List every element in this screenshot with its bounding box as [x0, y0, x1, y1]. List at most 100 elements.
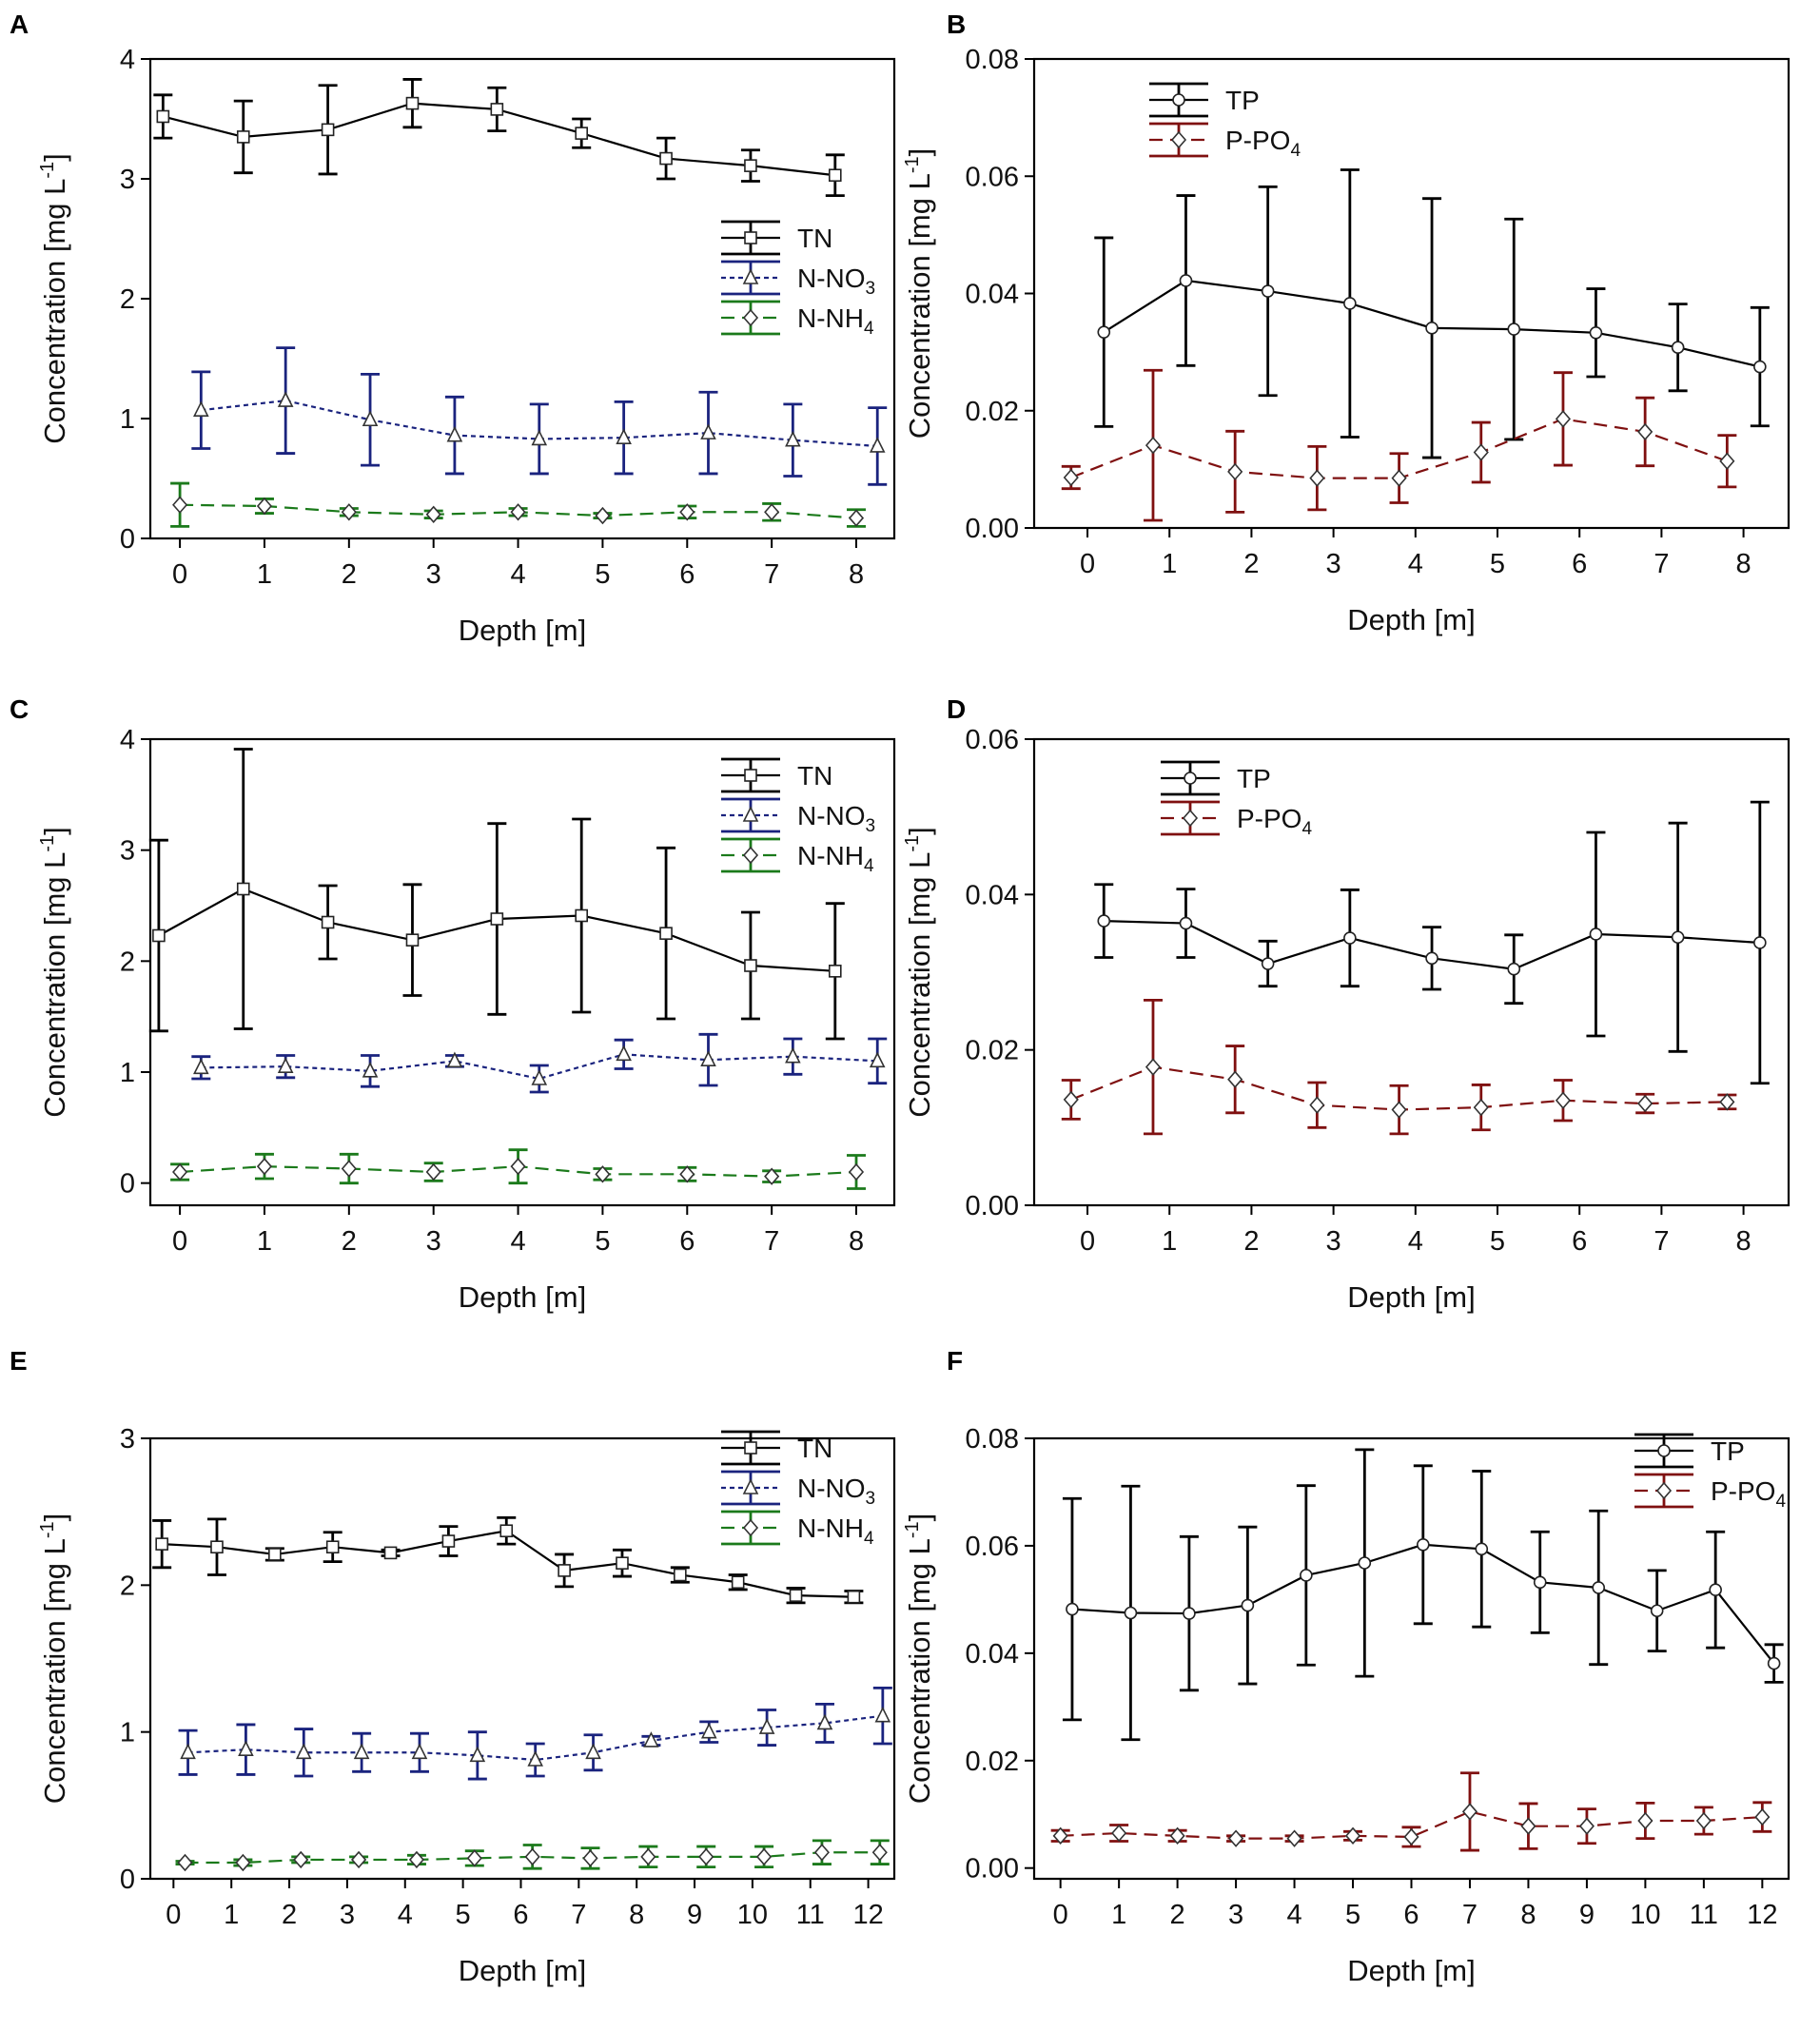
legend-label-sub: 4	[864, 856, 874, 876]
data-point	[871, 1844, 888, 1862]
legend-marker	[1172, 93, 1185, 107]
legend-marker	[742, 1518, 759, 1537]
data-point	[700, 1050, 716, 1066]
data-point	[446, 425, 463, 442]
series-tn	[153, 78, 845, 198]
data-point	[1719, 452, 1735, 470]
data-point	[411, 1743, 428, 1760]
data-point	[531, 1069, 548, 1085]
data-point	[1228, 1829, 1244, 1847]
y-tick-label: 0.04	[966, 280, 1019, 310]
legend: TP P-PO4	[1634, 1433, 1786, 1512]
x-tick-label: 5	[595, 1226, 610, 1257]
data-point	[321, 123, 335, 137]
x-tick-label: 2	[342, 559, 357, 590]
data-point	[236, 130, 250, 144]
series-p-po4	[1061, 999, 1737, 1136]
series-p-po4	[1061, 368, 1737, 522]
data-point	[785, 1046, 801, 1064]
data-point	[362, 1062, 379, 1078]
data-point	[524, 1847, 540, 1866]
plot-frame	[148, 57, 896, 540]
legend-label: TP	[1225, 86, 1260, 115]
y-tick-label: 0	[120, 1169, 135, 1200]
x-tick-label: 2	[1243, 1226, 1259, 1257]
panel-label: F	[947, 1346, 963, 1376]
x-tick-label: 7	[764, 1226, 779, 1257]
data-point	[531, 429, 548, 446]
data-point	[744, 959, 757, 972]
x-tick-label: 10	[1630, 1900, 1660, 1930]
y-axis-label-sup: -1	[37, 835, 58, 852]
data-point	[616, 1556, 629, 1570]
x-tick-label: 1	[1162, 549, 1177, 579]
series-tp	[1094, 168, 1770, 459]
data-point	[1416, 1537, 1430, 1552]
data-point	[1097, 325, 1111, 339]
y-axis-label-close: ]	[903, 827, 936, 835]
legend-marker	[744, 231, 757, 244]
data-point	[441, 1534, 456, 1548]
data-point	[1589, 928, 1603, 941]
x-tick-label: 12	[852, 1900, 883, 1930]
data-point	[1473, 1098, 1489, 1117]
y-tick-label: 0.02	[966, 1036, 1019, 1066]
legend-label: TP	[1237, 764, 1271, 793]
legend-label-base: N-NO	[797, 1474, 866, 1503]
series-n-nh4	[170, 1148, 867, 1190]
y-tick-label: 3	[120, 836, 135, 867]
data-point	[828, 965, 842, 978]
data-point	[1066, 1602, 1079, 1616]
x-tick-label: 1	[1162, 1226, 1177, 1257]
data-point	[1169, 1826, 1185, 1845]
data-point	[1753, 936, 1767, 949]
legend-label: TN	[797, 224, 832, 253]
data-point	[405, 933, 420, 947]
x-tick-label: 0	[172, 559, 187, 590]
y-axis-label-close: ]	[38, 153, 71, 162]
y-axis-label-base: Concentration [mg L	[38, 852, 71, 1118]
x-tick-label: 6	[1572, 549, 1587, 579]
data-point	[1179, 916, 1193, 930]
data-point	[1507, 962, 1521, 976]
legend-label-base: N-NH	[797, 303, 864, 333]
x-tick-label: 2	[282, 1900, 297, 1930]
panel-label: A	[10, 10, 29, 39]
y-tick-label: 0.00	[966, 514, 1019, 544]
x-tick-label: 1	[224, 1900, 239, 1930]
y-tick-label: 2	[120, 947, 135, 977]
y-axis-label-sup: -1	[37, 162, 58, 179]
data-point	[1344, 1826, 1361, 1845]
legend-marker	[742, 806, 759, 822]
data-point	[1520, 1817, 1536, 1835]
x-tick-label: 6	[679, 559, 695, 590]
data-point	[1183, 1607, 1196, 1620]
legend-label-sub: 3	[866, 279, 876, 299]
legend-label-sub: 4	[1775, 1492, 1786, 1512]
y-axis-label: Concentration [mg L-1]	[37, 153, 71, 444]
series-n-nh4	[175, 1839, 890, 1872]
data-point	[425, 1162, 441, 1181]
panel-d: D 0.00 0.02 0.04 0.06 0 1 2 3 4 5 6 7 8 Depth [m] Conce…	[902, 694, 1791, 1314]
data-point	[679, 503, 695, 521]
y-axis-label: Concentration [mg L-1]	[902, 148, 936, 439]
legend-label: N-NH4	[797, 841, 874, 876]
data-point	[575, 127, 589, 140]
data-point	[1227, 462, 1243, 481]
x-tick-label: 5	[1490, 549, 1505, 579]
data-point	[679, 1165, 695, 1183]
legend-marker	[742, 308, 759, 327]
panel-label: B	[947, 10, 966, 39]
data-point	[466, 1849, 482, 1867]
data-point	[700, 1722, 717, 1739]
y-axis-label-sup: -1	[902, 1521, 923, 1538]
y-axis-label-base: Concentration [mg L	[38, 179, 71, 444]
y-tick-label: 0	[120, 524, 135, 555]
x-tick-label: 7	[1654, 1226, 1669, 1257]
data-point	[1309, 469, 1325, 487]
y-tick-label: 1	[120, 404, 135, 435]
data-point	[616, 428, 632, 444]
y-tick-label: 4	[120, 725, 135, 755]
x-tick-label: 7	[571, 1900, 586, 1930]
